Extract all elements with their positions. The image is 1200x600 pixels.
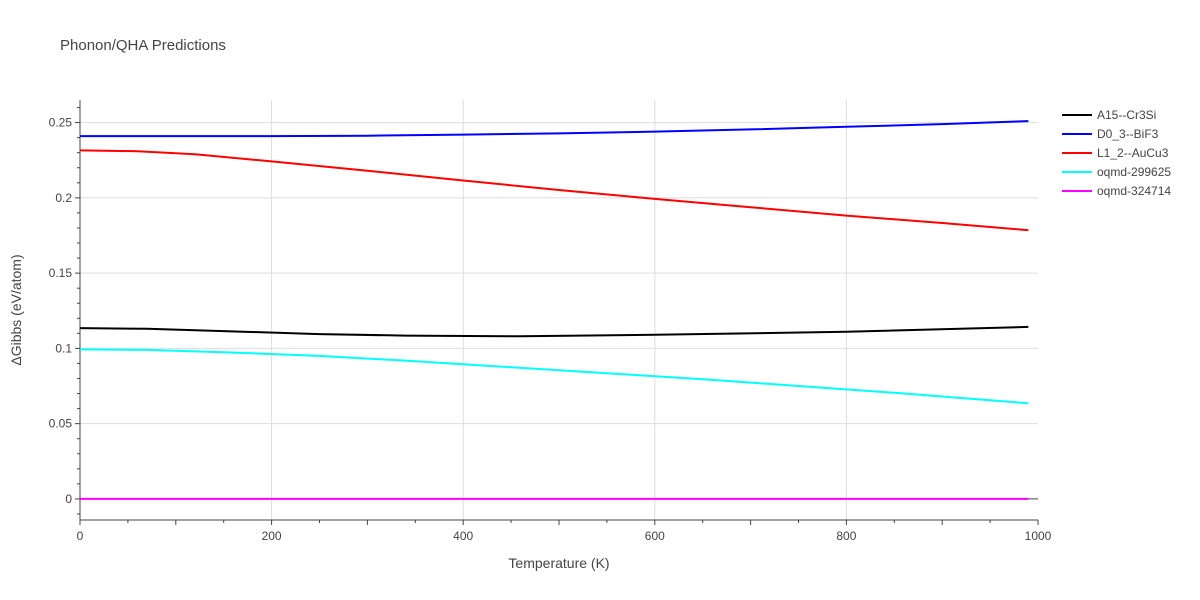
- x-tick-label: 800: [836, 529, 856, 543]
- y-tick-label: 0.1: [55, 341, 72, 355]
- series-line-3: [79, 149, 1029, 232]
- chart-title: Phonon/QHA Predictions: [60, 37, 226, 54]
- y-tick-label: 0: [65, 492, 72, 506]
- legend-label: oqmd-299625: [1097, 165, 1171, 179]
- x-tick-label: 400: [453, 529, 473, 543]
- series-line-2: [80, 120, 1029, 138]
- legend-label: D0_3--BiF3: [1097, 127, 1159, 141]
- x-tick-label: 0: [77, 529, 84, 543]
- legend-label: oqmd-324714: [1097, 184, 1171, 198]
- x-tick-label: 1000: [1025, 529, 1052, 543]
- series-line-1: [79, 325, 1029, 338]
- legend-label: A15--Cr3Si: [1097, 108, 1156, 122]
- x-tick-label: 200: [262, 529, 282, 543]
- legend-label: L1_2--AuCu3: [1097, 146, 1169, 160]
- y-tick-label: 0.15: [49, 266, 73, 280]
- y-tick-label: 0.25: [49, 116, 73, 130]
- y-tick-label: 0.05: [49, 417, 73, 431]
- plot-area: [79, 120, 1029, 500]
- axes: 0 200 400 600 800 1000 0 0.05 0.1 0.15 0.2 0.25: [49, 100, 1052, 543]
- x-axis-title: Temperature (K): [508, 555, 609, 571]
- y-tick-label: 0.2: [55, 191, 72, 205]
- series-line-4: [79, 348, 1029, 405]
- x-tick-label: 600: [645, 529, 665, 543]
- legend: A15--Cr3Si D0_3--BiF3 L1_2--AuCu3 oqmd-2996…: [1062, 108, 1171, 198]
- grid: [80, 100, 1038, 520]
- y-axis-title: ΔGibbs (eV/atom): [8, 254, 24, 365]
